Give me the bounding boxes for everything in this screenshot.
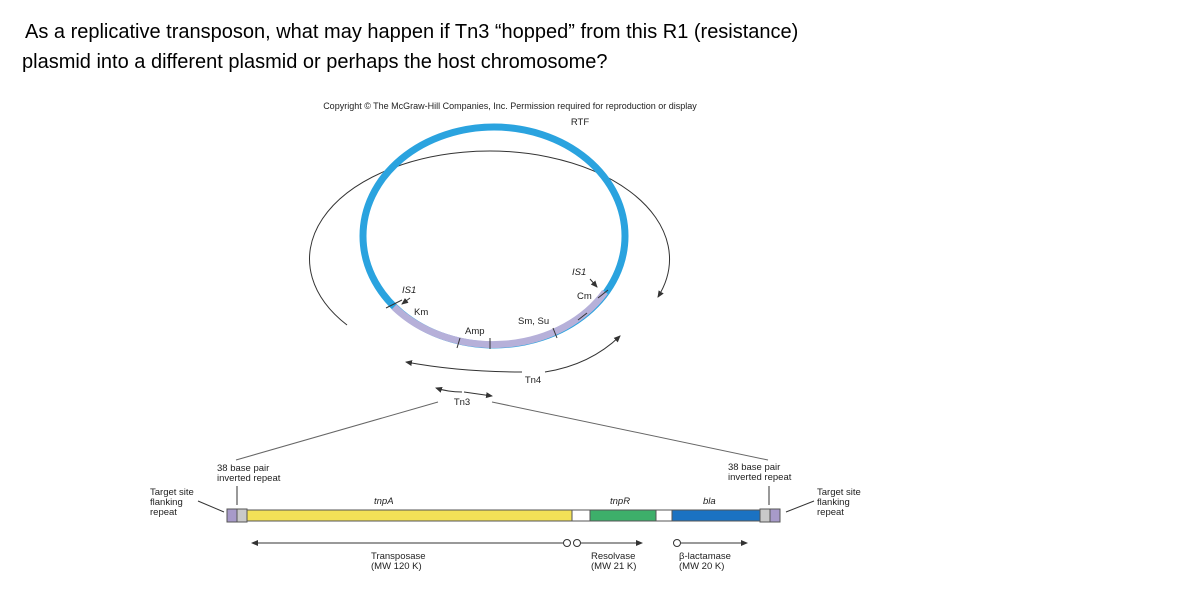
is1-arrow bbox=[401, 297, 411, 305]
promoter bbox=[573, 539, 581, 547]
tn3-arc bbox=[463, 391, 493, 399]
tn3-arc bbox=[435, 387, 463, 393]
tn4-arc bbox=[405, 360, 523, 373]
pointer bbox=[785, 500, 815, 513]
product-label: Transposase (MW 120 K) bbox=[371, 551, 426, 572]
amp-label: Amp bbox=[465, 326, 485, 337]
tn3-label: Tn3 bbox=[454, 397, 470, 408]
question-line: plasmid into a different plasmid or perh… bbox=[22, 51, 608, 73]
repeat-label: 38 base pair inverted repeat bbox=[217, 463, 281, 484]
text-line: flanking bbox=[150, 497, 183, 508]
question-line: As a replicative transposon, what may ha… bbox=[25, 21, 798, 43]
cm-label: Cm bbox=[577, 291, 592, 302]
km-label: Km bbox=[414, 307, 428, 318]
pointer bbox=[197, 500, 225, 513]
text-line: Transposase bbox=[371, 551, 426, 562]
sm-su-label: Sm, Su bbox=[518, 316, 549, 327]
rtf-arc bbox=[309, 150, 670, 326]
tn4-label: Tn4 bbox=[525, 375, 541, 386]
text-line: (MW 20 K) bbox=[679, 561, 724, 572]
product-label: β-lactamase (MW 20 K) bbox=[679, 551, 731, 572]
text-line: Target site bbox=[817, 487, 861, 498]
text-line: 38 base pair bbox=[728, 462, 780, 473]
text-line: repeat bbox=[817, 507, 844, 518]
is1-label: IS1 bbox=[572, 267, 586, 278]
promoter bbox=[673, 539, 681, 547]
is1-arrow bbox=[589, 278, 598, 288]
text-line: Target site bbox=[150, 487, 194, 498]
tn4-arc bbox=[544, 335, 621, 373]
gene-label: tnpR bbox=[610, 496, 630, 507]
target-label: Target site flanking repeat bbox=[150, 487, 194, 518]
product-label: Resolvase (MW 21 K) bbox=[591, 551, 636, 572]
text-line: inverted repeat bbox=[728, 472, 792, 483]
text-line: inverted repeat bbox=[217, 473, 281, 484]
text-line: Resolvase bbox=[591, 551, 635, 562]
gene-label: bla bbox=[703, 496, 716, 507]
copyright: Copyright © The McGraw-Hill Companies, I… bbox=[323, 101, 697, 111]
promoter bbox=[563, 539, 571, 547]
expansion-line bbox=[491, 401, 769, 461]
target-label: Target site flanking repeat bbox=[817, 487, 861, 518]
text-line: flanking bbox=[817, 497, 850, 508]
text-line: 38 base pair bbox=[217, 463, 269, 474]
text-line: (MW 120 K) bbox=[371, 561, 422, 572]
text-line: (MW 21 K) bbox=[591, 561, 636, 572]
expansion-line bbox=[235, 401, 439, 461]
rtf-label: RTF bbox=[571, 117, 589, 128]
text-line: β-lactamase bbox=[679, 551, 731, 562]
ring-ticks bbox=[385, 289, 609, 349]
repeat-label: 38 base pair inverted repeat bbox=[728, 462, 792, 483]
is1-label: IS1 bbox=[402, 285, 416, 296]
text-line: repeat bbox=[150, 507, 177, 518]
transposon-bar bbox=[226, 508, 781, 523]
resistance-region bbox=[391, 289, 608, 349]
gene-label: tnpA bbox=[374, 496, 394, 507]
